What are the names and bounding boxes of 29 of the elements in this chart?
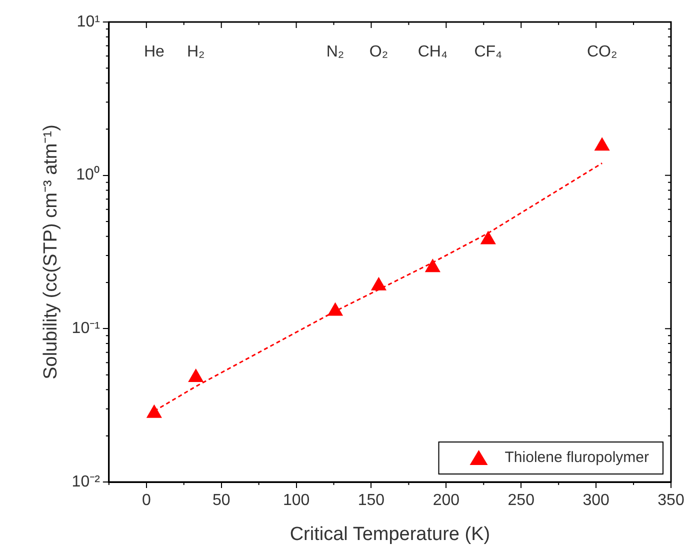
y-tick-label: 10⁰ — [76, 166, 100, 184]
point — [327, 302, 344, 316]
y-axis-title: Solubility (cc(STP) cm⁻³ atm⁻¹) — [40, 124, 62, 380]
x-tick-label: 300 — [582, 492, 610, 510]
x-tick-label: 50 — [212, 492, 230, 510]
point — [480, 230, 496, 244]
x-tick-label: 0 — [142, 492, 151, 510]
y-tick-label: 10¹ — [76, 13, 100, 30]
y-tick-label: 10⁻¹ — [72, 320, 100, 338]
point — [188, 368, 204, 382]
annotation: He — [144, 43, 165, 60]
x-tick-label: 350 — [658, 492, 684, 510]
point — [370, 276, 387, 290]
x-axis-title: Critical Temperature (K) — [290, 524, 490, 545]
point — [424, 258, 440, 272]
x-tick-label: 100 — [282, 492, 310, 510]
point — [146, 404, 162, 418]
annotation: H₂ — [186, 43, 205, 60]
y-tick-label: 10⁻² — [72, 473, 101, 490]
x-tick-label: 150 — [358, 492, 385, 510]
annotation: CO₂ — [586, 43, 618, 60]
x-tick-label: 200 — [432, 492, 460, 510]
annotation: N₂ — [326, 43, 344, 60]
x-tick-label: 250 — [508, 492, 535, 510]
legend-label: Thiolene fluropolymer — [504, 449, 650, 466]
point — [594, 137, 610, 151]
annotation: CH₄ — [418, 43, 448, 60]
annotation: O₂ — [369, 43, 388, 60]
annotation: CF₄ — [474, 43, 502, 60]
